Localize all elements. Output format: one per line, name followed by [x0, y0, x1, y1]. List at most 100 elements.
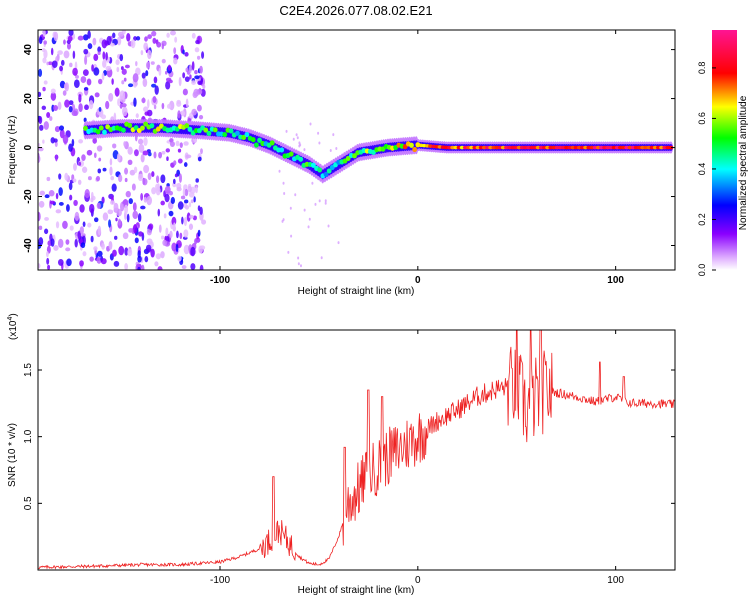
noise-blob: [62, 134, 69, 145]
noise-blob: [82, 251, 87, 257]
noise-blob: [77, 35, 84, 41]
ridge-core: [244, 131, 250, 138]
noise-blob: [161, 58, 166, 64]
noise-blob: [317, 131, 320, 135]
noise-blob: [69, 62, 73, 68]
noise-blob: [115, 217, 118, 222]
noise-blob: [57, 259, 64, 266]
noise-blob: [117, 31, 124, 37]
noise-blob: [42, 30, 46, 38]
noise-blob: [77, 179, 82, 185]
ridge-core: [155, 126, 161, 132]
ridge-core: [222, 131, 228, 138]
spectrogram-x-tick-label: 100: [607, 275, 624, 286]
noise-blob: [201, 219, 207, 225]
noise-blob: [46, 176, 51, 182]
noise-blob: [74, 211, 80, 221]
noise-blob: [69, 225, 74, 231]
noise-blob: [278, 169, 281, 173]
noise-blob: [125, 190, 131, 198]
noise-blob: [153, 76, 158, 84]
noise-blob: [116, 66, 120, 73]
noise-blob: [93, 53, 99, 62]
noise-blob: [180, 195, 186, 200]
noise-blob: [166, 32, 170, 38]
noise-blob: [63, 50, 70, 59]
noise-blob: [168, 210, 174, 217]
noise-blob: [48, 190, 55, 197]
noise-blob: [283, 192, 286, 196]
noise-blob: [163, 213, 167, 219]
spectrogram-y-tick-label: 20: [23, 93, 34, 105]
noise-blob: [177, 110, 181, 119]
noise-blob: [165, 227, 169, 237]
noise-blob: [119, 53, 124, 62]
noise-blob: [151, 187, 157, 195]
noise-blob: [64, 99, 70, 108]
noise-blob: [117, 218, 121, 226]
noise-blob: [152, 37, 157, 44]
ridge-core: [83, 125, 88, 131]
noise-blob: [191, 61, 195, 71]
noise-blob: [194, 70, 198, 75]
noise-blob: [91, 64, 94, 72]
noise-blob: [178, 173, 182, 183]
noise-blob: [145, 70, 149, 77]
noise-blob: [199, 65, 203, 74]
noise-blob: [41, 105, 47, 111]
noise-blob: [132, 210, 139, 220]
noise-blob: [318, 199, 321, 203]
noise-blob: [137, 255, 142, 263]
noise-blob: [190, 199, 194, 204]
noise-blob: [98, 157, 102, 162]
colorbar-tick-label: 0.8: [697, 62, 707, 75]
ridge-core: [269, 140, 275, 146]
noise-blob: [62, 90, 67, 96]
noise-blob: [82, 34, 89, 41]
noise-blob: [132, 73, 139, 83]
noise-blob: [332, 133, 335, 137]
noise-blob: [72, 178, 77, 183]
noise-blob: [55, 154, 58, 162]
noise-blob: [177, 158, 183, 164]
noise-blob: [154, 261, 159, 267]
noise-blob: [297, 256, 300, 260]
noise-blob: [135, 113, 139, 119]
noise-blob: [68, 182, 73, 191]
noise-blob: [46, 257, 50, 265]
spectrogram-y-tick-label: -40: [23, 238, 34, 253]
noise-blob: [108, 240, 113, 250]
noise-blob: [295, 133, 298, 137]
noise-blob: [314, 202, 317, 206]
noise-blob: [189, 64, 192, 74]
noise-blob: [181, 265, 187, 270]
noise-blob: [303, 148, 306, 152]
noise-blob: [67, 35, 73, 42]
noise-blob: [38, 91, 42, 97]
noise-blob: [38, 211, 41, 222]
noise-blob: [112, 249, 117, 257]
noise-blob: [160, 174, 166, 184]
noise-blob: [135, 61, 138, 67]
spectrogram-xlabel: Height of straight line (km): [298, 286, 415, 297]
noise-blob: [123, 141, 127, 147]
ridge-core: [317, 167, 323, 173]
noise-blob: [68, 143, 73, 152]
snr-ticks: -100 0 100 0.5 1.0 1.5: [23, 330, 675, 586]
noise-blob: [82, 69, 89, 77]
noise-blob: [72, 50, 76, 59]
snr-x-tick-label: -100: [210, 575, 230, 586]
noise-blob: [195, 186, 198, 194]
colorbar-ticks: 0.0 0.2 0.4 0.6 0.8: [697, 62, 716, 276]
noise-blob: [50, 88, 56, 94]
noise-blob: [160, 235, 165, 240]
noise-blob: [126, 33, 131, 42]
noise-blob: [161, 43, 165, 50]
noise-blob: [197, 229, 201, 237]
snr-line: [38, 330, 675, 570]
noise-blob: [190, 246, 196, 257]
noise-blob: [89, 203, 95, 214]
noise-blob: [141, 264, 145, 270]
noise-blob: [169, 230, 173, 239]
spectrogram-x-tick-label: 0: [415, 275, 421, 286]
